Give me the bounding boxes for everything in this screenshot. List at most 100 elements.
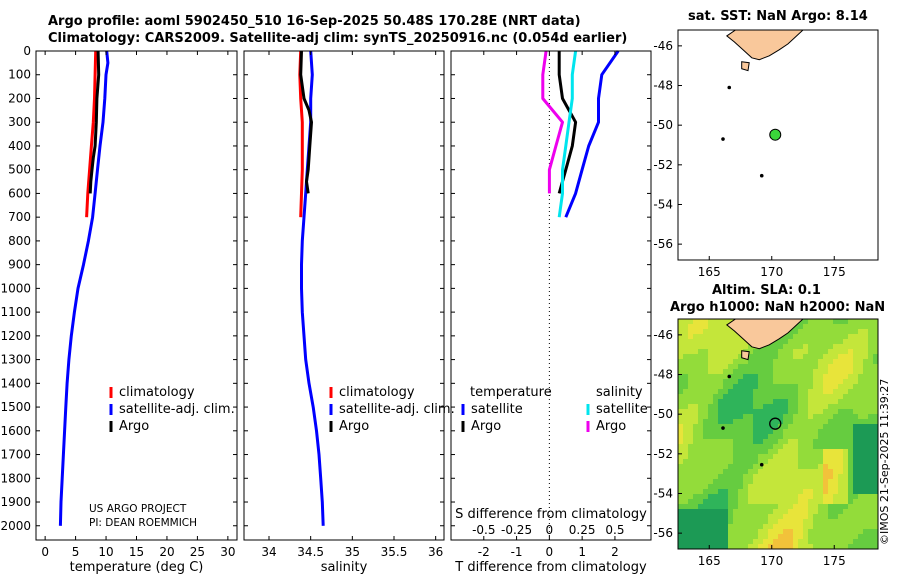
sla-cell: [718, 509, 724, 515]
sla-cell: [828, 394, 834, 400]
sla-cell: [858, 474, 864, 480]
sla-cell: [778, 464, 784, 470]
sla-cell: [768, 509, 774, 515]
sla-cell: [718, 494, 724, 500]
sla-cell: [733, 539, 739, 545]
sla-cell: [733, 404, 739, 410]
sla-cell: [818, 409, 824, 415]
sla-cell: [748, 414, 754, 420]
sla-cell: [823, 529, 829, 535]
sla-cell: [718, 524, 724, 530]
sla-cell: [818, 434, 824, 440]
sla-cell: [743, 489, 749, 495]
sla-cell: [713, 394, 719, 400]
sla-cell: [848, 424, 854, 430]
sla-cell: [828, 524, 834, 530]
sla-cell: [773, 494, 779, 500]
sla-cell: [828, 494, 834, 500]
sla-cell: [693, 464, 699, 470]
sla-cell: [863, 479, 869, 485]
sla-cell: [753, 349, 759, 355]
sla-cell: [863, 389, 869, 395]
sla-cell: [828, 324, 834, 330]
sla-cell: [828, 469, 834, 475]
map-lat-label: -48: [653, 79, 673, 93]
sla-cell: [823, 504, 829, 510]
sla-cell: [708, 544, 714, 549]
sla-cell: [773, 339, 779, 345]
sla-cell: [838, 404, 844, 410]
sla-cell: [698, 484, 704, 490]
sla-cell: [793, 384, 799, 390]
sla-cell: [808, 329, 814, 335]
sla-cell: [823, 364, 829, 370]
sla-cell: [753, 374, 759, 380]
sla-cell: [813, 389, 819, 395]
sla-cell: [823, 479, 829, 485]
sla-cell: [803, 379, 809, 385]
sla-cell: [733, 449, 739, 455]
sla-cell: [858, 389, 864, 395]
sla-cell: [753, 379, 759, 385]
sla-cell: [708, 429, 714, 435]
sla-cell: [688, 419, 694, 425]
argo-height-title: Argo h1000: NaN h2000: NaN: [670, 300, 886, 315]
sla-cell: [723, 339, 729, 345]
sla-cell: [688, 339, 694, 345]
depth-tick-label: 0: [23, 44, 31, 58]
sla-cell: [678, 534, 684, 540]
sla-cell: [703, 319, 709, 325]
argo-position-marker: [769, 417, 782, 430]
sla-cell: [833, 494, 839, 500]
sla-cell: [783, 384, 789, 390]
sla-cell: [698, 514, 704, 520]
sla-cell: [838, 524, 844, 530]
sla-cell: [868, 469, 874, 475]
sla-cell: [763, 439, 769, 445]
sla-cell: [773, 464, 779, 470]
sla-cell: [863, 414, 869, 420]
sla-cell: [708, 339, 714, 345]
sla-cell: [858, 339, 864, 345]
sla-cell: [788, 519, 794, 525]
sla-cell: [808, 339, 814, 345]
sla-cell: [848, 454, 854, 460]
sla-cell: [758, 374, 764, 380]
sla-cell: [793, 484, 799, 490]
sla-cell: [868, 319, 874, 325]
sla-cell: [678, 509, 684, 515]
sla-cell: [818, 524, 824, 530]
sla-cell: [703, 514, 709, 520]
sla-cell: [858, 349, 864, 355]
sla-cell: [708, 529, 714, 535]
sla-cell: [738, 414, 744, 420]
sla-cell: [788, 404, 794, 410]
sla-cell: [873, 439, 878, 445]
sla-cell: [788, 389, 794, 395]
sla-cell: [733, 519, 739, 525]
sla-cell: [808, 439, 814, 445]
sla-cell: [748, 379, 754, 385]
sla-cell: [838, 529, 844, 535]
sla-cell: [843, 499, 849, 505]
sla-cell: [693, 374, 699, 380]
sla-cell: [788, 434, 794, 440]
sla-cell: [838, 359, 844, 365]
sla-cell: [773, 454, 779, 460]
sla-cell: [873, 484, 878, 490]
sla-cell: [723, 324, 729, 330]
sla-cell: [778, 444, 784, 450]
sla-cell: [818, 504, 824, 510]
sla-cell: [693, 479, 699, 485]
sla-cell: [768, 459, 774, 465]
difference-sal-legend-label: satellite: [596, 402, 648, 417]
sla-cell: [758, 399, 764, 405]
sla-cell: [833, 544, 839, 549]
sla-cell: [718, 344, 724, 350]
sla-cell: [788, 359, 794, 365]
sla-cell: [833, 479, 839, 485]
sla-cell: [793, 544, 799, 549]
sla-cell: [808, 394, 814, 400]
sla-cell: [853, 489, 859, 495]
sla-cell: [708, 489, 714, 495]
